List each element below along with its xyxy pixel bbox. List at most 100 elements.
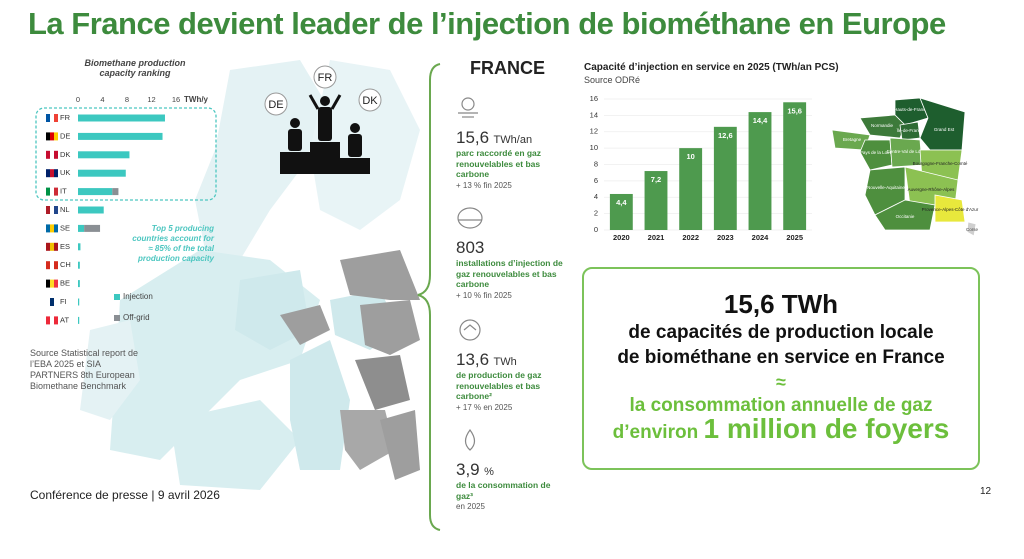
region-label: Île-de-France — [896, 127, 924, 133]
bar-segment — [78, 114, 165, 122]
ranking-annotation: Top 5 producing countries account for ≈ … — [132, 224, 214, 263]
chart-subtitle: Source ODRé — [584, 75, 641, 85]
stat-note: + 10 % fin 2025 — [456, 290, 512, 300]
bar-segment — [78, 224, 85, 232]
flag — [54, 114, 58, 122]
region-label: Occitanie — [896, 214, 915, 219]
bar-segment — [84, 224, 101, 232]
region — [919, 97, 966, 151]
bar — [609, 193, 633, 230]
france-heading: FRANCE — [470, 58, 545, 78]
x-tick-label: 2020 — [613, 233, 630, 242]
y-tick-label: 0 — [594, 225, 598, 234]
stat-note: + 17 % en 2025 — [456, 402, 513, 412]
stat-icons — [457, 97, 483, 451]
legend-label: Injection — [123, 292, 153, 301]
flag — [54, 206, 58, 214]
flag — [46, 206, 50, 214]
chart-title: Capacité d’injection en service en 2025 … — [584, 62, 839, 73]
category-label: ES — [60, 242, 70, 251]
y-tick-label: 12 — [590, 127, 598, 136]
flag — [54, 187, 58, 196]
bar-segment — [78, 298, 80, 306]
green-emphasis: 1 million de foyers — [703, 413, 950, 444]
stat-number: 803 — [456, 238, 485, 257]
bar-segment — [78, 188, 113, 196]
y-tick-label: 4 — [594, 192, 598, 201]
region-label: Bourgogne-Franche-Comté — [913, 161, 968, 166]
region-label: Grand Est — [934, 127, 955, 132]
x-tick-label: 0 — [76, 95, 80, 104]
legend-swatch — [114, 315, 120, 321]
x-tick-label: 12 — [147, 95, 155, 104]
stat-number: 13,6 — [456, 350, 490, 369]
page-number: 12 — [980, 486, 992, 497]
category-label: FI — [60, 297, 67, 306]
bar-segment — [78, 316, 80, 324]
y-tick-label: 8 — [594, 159, 598, 168]
x-tick-label: 2025 — [786, 233, 803, 242]
legend-label: Off-grid — [123, 313, 150, 322]
x-tick-label: 2022 — [682, 233, 699, 242]
y-tick-label: 14 — [590, 110, 598, 119]
value-label: 7,2 — [651, 175, 661, 184]
category-label: IT — [60, 187, 67, 196]
stat-unit: TWh/an — [493, 134, 533, 146]
x-tick-label: 2024 — [752, 233, 770, 242]
top5-box — [35, 107, 217, 201]
flag — [50, 169, 54, 178]
highlight-line: de biométhane en service en France — [617, 347, 945, 368]
x-axis-label: TWh/y — [184, 95, 209, 104]
stat-text: parc raccordé en gaz renouvelables et ba… — [456, 148, 542, 179]
region — [966, 221, 977, 237]
flag — [46, 187, 50, 196]
bar-segment — [78, 169, 126, 177]
category-label: UK — [60, 168, 70, 177]
podium-label: DK — [362, 95, 378, 107]
flag — [50, 206, 54, 214]
value-label: 10 — [686, 152, 694, 161]
stat-number: 15,6 — [456, 128, 490, 147]
headline: 15,6 TWh — [723, 289, 839, 319]
flag — [54, 132, 58, 141]
stat: 3,9 % de la consommation de gaz³ en 2025 — [456, 460, 568, 512]
y-tick-label: 16 — [590, 94, 598, 103]
title: La France devient leader de l’injection … — [28, 6, 946, 41]
value-label: 15,6 — [787, 106, 802, 115]
flag — [54, 279, 58, 288]
flag — [54, 224, 58, 233]
flag — [46, 261, 50, 270]
region-label: Normandie — [871, 123, 894, 128]
highlight-box: 15,6 TWh de capacités de production loca… — [582, 267, 980, 470]
bar — [679, 148, 703, 230]
green-line: la consommation annuelle de gaz — [629, 395, 933, 416]
region-label: Bretagne — [843, 137, 862, 142]
stat-text: de la consommation de gaz³ — [456, 480, 551, 501]
flag — [50, 224, 54, 233]
category-label: DE — [60, 131, 70, 140]
stat-unit: % — [484, 466, 494, 478]
region-label: Corse — [966, 227, 979, 232]
x-tick-label: 4 — [100, 95, 104, 104]
flag — [50, 132, 54, 141]
green-prefix: d’environ — [612, 422, 699, 443]
stat-number: 3,9 — [456, 460, 480, 479]
stat-note: + 13 % fin 2025 — [456, 180, 512, 190]
europe-map — [80, 60, 420, 490]
bar-segment — [78, 261, 80, 269]
bar-segment — [78, 206, 104, 214]
category-label: AT — [60, 315, 69, 324]
y-tick-label: 2 — [594, 209, 598, 218]
x-tick-label: 16 — [172, 95, 180, 104]
region-label: Provence-Alpes-Côte d'Azur — [922, 207, 979, 212]
ranking-source: Source Statistical report de l’EBA 2025 … — [30, 348, 139, 391]
flag — [50, 114, 54, 122]
category-label: DK — [60, 150, 70, 159]
bracket — [417, 63, 441, 531]
flag — [46, 224, 50, 233]
value-label: 14,4 — [753, 116, 768, 125]
ranking-title: Biomethane production capacity ranking — [84, 58, 186, 78]
podium-label: DE — [268, 99, 283, 111]
